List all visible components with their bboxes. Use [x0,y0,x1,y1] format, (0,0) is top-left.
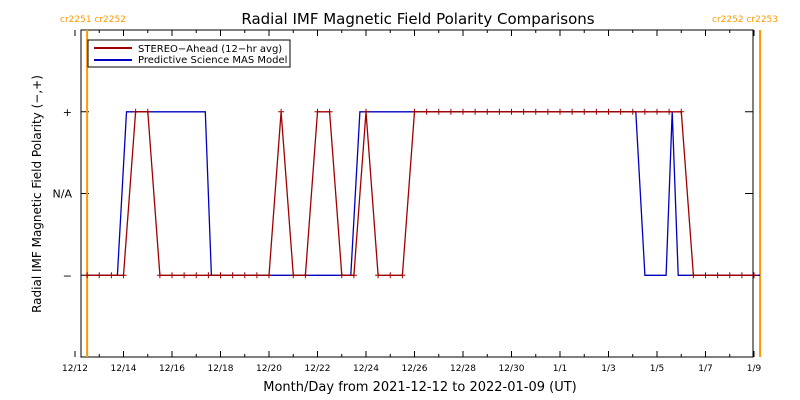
data-point [435,108,442,115]
data-point [629,108,636,115]
data-point [108,272,115,279]
data-point [169,272,175,279]
x-tick-label: 12/14 [111,364,137,374]
data-point [423,108,430,115]
data-point [120,272,127,279]
data-point [241,272,248,279]
data-point [581,108,588,115]
data-point [144,108,151,115]
data-point [508,108,515,115]
data-point [738,272,745,279]
data-point [714,272,721,279]
x-tick-label: 12/26 [402,364,428,374]
data-point [205,272,212,279]
legend-label-stereo: STEREO−Ahead (12−hr avg) [138,44,282,55]
data-point [302,272,309,279]
x-tick-label: 12/30 [499,364,525,374]
data-point [484,108,491,115]
data-point [399,272,406,279]
legend: STEREO−Ahead (12−hr avg) Predictive Scie… [87,39,291,68]
x-tick-label: 12/28 [450,364,476,374]
y-tick-label: N/A [53,188,73,201]
data-point [326,108,333,115]
x-tick-label: 1/3 [601,364,615,374]
data-point [350,272,357,279]
data-point [520,108,527,115]
x-tick-label: 12/20 [256,364,282,374]
data-point [447,108,454,115]
x-tick-label: 12/12 [62,364,88,374]
data-point [666,108,673,115]
data-point [569,108,576,115]
x-tick-label: 12/16 [159,364,185,374]
data-point [678,108,685,115]
carrington-marker-label: cr2251 cr2252 [60,15,126,25]
data-point [751,272,757,279]
data-point [229,272,236,279]
x-tick-label: 1/5 [650,364,664,374]
data-point [278,108,285,115]
data-point [726,272,733,279]
data-point [472,108,479,115]
data-point [363,108,369,115]
data-point [387,272,394,279]
x-axis-label: Month/Day from 2021-12-12 to 2022-01-09 … [263,380,576,395]
x-tick-label: 12/24 [353,364,379,374]
data-point [654,108,660,115]
data-point [617,108,624,115]
data-point [557,108,563,115]
legend-box [87,39,291,68]
data-point [266,272,272,279]
data-point [181,272,188,279]
x-tick-label: 1/1 [553,364,567,374]
data-point [544,108,551,115]
x-tick-label: 12/22 [305,364,331,374]
data-point [532,108,539,115]
data-point [702,272,709,279]
x-axis: 12/12 12/14 12/16 12/18 12/20 12/22 12/24 12/26… [62,30,762,374]
data-point [156,272,163,279]
data-point [193,272,200,279]
data-point [84,272,91,279]
series-layer [84,108,761,279]
data-point [96,272,103,279]
data-point [593,108,600,115]
data-point [496,108,503,115]
legend-label-mas-model: Predictive Science MAS Model [138,55,287,66]
data-point [217,272,224,279]
data-point [460,108,466,115]
data-point [641,108,648,115]
chart-title: Radial IMF Magnetic Field Polarity Compa… [241,10,594,28]
x-tick-label: 1/9 [747,364,762,374]
y-tick-label: + [63,106,72,119]
data-point [132,108,139,115]
y-tick-label: − [63,269,72,282]
x-tick-label: 12/18 [208,364,234,374]
carrington-marker-label: cr2252 cr2253 [712,15,778,25]
y-axis-label: Radial IMF Magnetic Field Polarity (−,+) [30,75,44,313]
data-point [690,272,697,279]
data-point [290,272,297,279]
data-point [411,108,418,115]
data-point [605,108,612,115]
data-point [314,108,321,115]
x-tick-label: 1/7 [698,364,712,374]
data-point [253,272,260,279]
data-point [375,272,382,279]
carrington-markers: cr2251 cr2252 cr2252 cr2253 [60,15,778,357]
data-point [338,272,345,279]
